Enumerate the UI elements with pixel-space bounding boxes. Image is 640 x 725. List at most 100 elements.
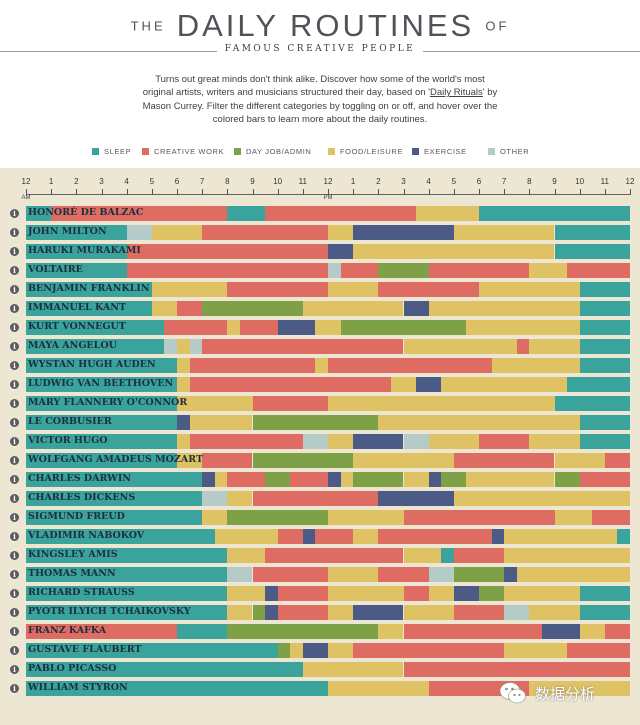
segment-sleep[interactable] — [26, 339, 165, 354]
segment-exercise[interactable] — [541, 624, 580, 639]
segment-creative-work[interactable] — [579, 472, 630, 487]
segment-creative-work[interactable] — [428, 263, 530, 278]
segment-sleep[interactable] — [579, 605, 630, 620]
segment-creative-work[interactable] — [265, 548, 404, 563]
segment-food-leisure[interactable] — [328, 282, 379, 297]
segment-sleep[interactable] — [579, 434, 630, 449]
segment-sleep[interactable] — [26, 605, 228, 620]
segment-day-job-admin[interactable] — [277, 643, 291, 658]
legend-item-creative-work[interactable]: CREATIVE WORK — [142, 147, 224, 156]
segment-other[interactable] — [227, 567, 253, 582]
segment-food-leisure[interactable] — [453, 225, 555, 240]
info-icon[interactable]: i — [10, 646, 19, 655]
segment-sleep[interactable] — [617, 529, 630, 544]
segment-day-job-admin[interactable] — [252, 453, 354, 468]
segment-exercise[interactable] — [353, 434, 404, 449]
segment-creative-work[interactable] — [604, 453, 630, 468]
segment-food-leisure[interactable] — [328, 586, 404, 601]
segment-creative-work[interactable] — [51, 206, 228, 221]
segment-sleep[interactable] — [177, 624, 228, 639]
segment-creative-work[interactable] — [567, 643, 630, 658]
segment-food-leisure[interactable] — [189, 415, 253, 430]
segment-creative-work[interactable] — [202, 453, 253, 468]
segment-day-job-admin[interactable] — [265, 472, 291, 487]
segment-food-leisure[interactable] — [328, 567, 379, 582]
segment-food-leisure[interactable] — [328, 643, 354, 658]
segment-food-leisure[interactable] — [441, 377, 568, 392]
segment-creative-work[interactable] — [189, 358, 316, 373]
segment-food-leisure[interactable] — [227, 605, 253, 620]
segment-creative-work[interactable] — [252, 491, 379, 506]
segment-food-leisure[interactable] — [504, 586, 580, 601]
legend-item-sleep[interactable]: SLEEP — [92, 147, 131, 156]
segment-creative-work[interactable] — [202, 339, 404, 354]
segment-exercise[interactable] — [277, 320, 316, 335]
segment-food-leisure[interactable] — [177, 358, 190, 373]
segment-sleep[interactable] — [26, 453, 177, 468]
segment-creative-work[interactable] — [592, 510, 630, 525]
segment-sleep[interactable] — [26, 567, 228, 582]
segment-food-leisure[interactable] — [328, 605, 354, 620]
segment-creative-work[interactable] — [353, 643, 505, 658]
segment-creative-work[interactable] — [453, 605, 505, 620]
info-icon[interactable]: i — [10, 209, 19, 218]
info-icon[interactable]: i — [10, 608, 19, 617]
info-icon[interactable]: i — [10, 665, 19, 674]
segment-sleep[interactable] — [579, 415, 630, 430]
segment-food-leisure[interactable] — [491, 358, 580, 373]
segment-sleep[interactable] — [26, 510, 203, 525]
segment-creative-work[interactable] — [378, 567, 429, 582]
segment-other[interactable] — [428, 567, 454, 582]
segment-creative-work[interactable] — [126, 244, 328, 259]
segment-food-leisure[interactable] — [227, 491, 253, 506]
segment-food-leisure[interactable] — [214, 472, 228, 487]
segment-creative-work[interactable] — [252, 567, 328, 582]
segment-exercise[interactable] — [265, 605, 278, 620]
segment-exercise[interactable] — [428, 472, 442, 487]
info-icon[interactable]: i — [10, 380, 19, 389]
segment-food-leisure[interactable] — [315, 358, 328, 373]
segment-day-job-admin[interactable] — [252, 605, 266, 620]
segment-day-job-admin[interactable] — [340, 320, 467, 335]
legend-item-exercise[interactable]: EXERCISE — [412, 147, 467, 156]
segment-exercise[interactable] — [403, 301, 429, 316]
info-icon[interactable]: i — [10, 475, 19, 484]
segment-food-leisure[interactable] — [504, 529, 618, 544]
segment-creative-work[interactable] — [403, 662, 630, 677]
segment-creative-work[interactable] — [567, 263, 630, 278]
segment-day-job-admin[interactable] — [554, 472, 580, 487]
segment-food-leisure[interactable] — [328, 681, 429, 696]
segment-sleep[interactable] — [26, 662, 303, 677]
info-icon[interactable]: i — [10, 323, 19, 332]
segment-creative-work[interactable] — [403, 624, 542, 639]
segment-sleep[interactable] — [579, 339, 630, 354]
segment-creative-work[interactable] — [265, 206, 417, 221]
segment-food-leisure[interactable] — [227, 586, 266, 601]
segment-food-leisure[interactable] — [428, 434, 479, 449]
segment-sleep[interactable] — [26, 358, 177, 373]
segment-creative-work[interactable] — [177, 301, 203, 316]
segment-food-leisure[interactable] — [378, 415, 580, 430]
segment-food-leisure[interactable] — [177, 453, 203, 468]
segment-food-leisure[interactable] — [428, 586, 454, 601]
segment-day-job-admin[interactable] — [453, 567, 505, 582]
segment-sleep[interactable] — [26, 472, 203, 487]
segment-creative-work[interactable] — [453, 453, 555, 468]
info-icon[interactable]: i — [10, 228, 19, 237]
segment-food-leisure[interactable] — [466, 320, 580, 335]
segment-creative-work[interactable] — [239, 320, 278, 335]
segment-sleep[interactable] — [579, 282, 630, 297]
info-icon[interactable]: i — [10, 494, 19, 503]
info-icon[interactable]: i — [10, 513, 19, 522]
segment-sleep[interactable] — [554, 396, 630, 411]
segment-food-leisure[interactable] — [353, 529, 379, 544]
segment-exercise[interactable] — [328, 472, 341, 487]
segment-exercise[interactable] — [416, 377, 442, 392]
info-icon[interactable]: i — [10, 437, 19, 446]
segment-day-job-admin[interactable] — [353, 472, 404, 487]
segment-sleep[interactable] — [579, 358, 630, 373]
segment-sleep[interactable] — [479, 206, 630, 221]
segment-food-leisure[interactable] — [529, 605, 580, 620]
segment-food-leisure[interactable] — [529, 263, 568, 278]
segment-food-leisure[interactable] — [353, 244, 555, 259]
